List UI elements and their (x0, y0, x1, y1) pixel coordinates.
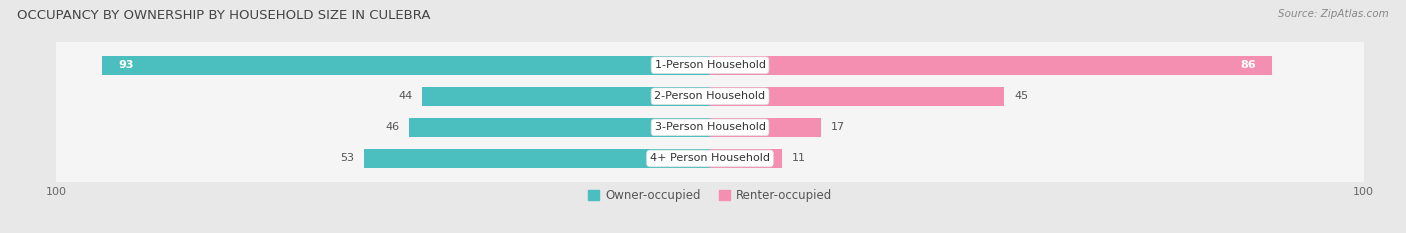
FancyBboxPatch shape (55, 69, 1367, 125)
Text: 11: 11 (792, 154, 806, 163)
Text: 17: 17 (831, 122, 845, 132)
Bar (710, 87, 1004, 106)
FancyBboxPatch shape (55, 130, 1365, 187)
Text: OCCUPANCY BY OWNERSHIP BY HOUSEHOLD SIZE IN CULEBRA: OCCUPANCY BY OWNERSHIP BY HOUSEHOLD SIZE… (17, 9, 430, 22)
Text: 3-Person Household: 3-Person Household (655, 122, 765, 132)
Text: 4+ Person Household: 4+ Person Household (650, 154, 770, 163)
FancyBboxPatch shape (55, 68, 1365, 125)
Text: 86: 86 (1240, 60, 1256, 70)
Text: 46: 46 (385, 122, 399, 132)
FancyBboxPatch shape (55, 100, 1367, 156)
Bar (710, 118, 821, 137)
Bar (422, 87, 710, 106)
Text: 1-Person Household: 1-Person Household (655, 60, 765, 70)
Bar (710, 149, 782, 168)
Bar (103, 56, 710, 75)
FancyBboxPatch shape (55, 99, 1365, 156)
Bar (364, 149, 710, 168)
Text: 2-Person Household: 2-Person Household (654, 91, 766, 101)
Bar (710, 56, 1272, 75)
Text: 53: 53 (340, 154, 354, 163)
Text: Source: ZipAtlas.com: Source: ZipAtlas.com (1278, 9, 1389, 19)
Text: 93: 93 (118, 60, 134, 70)
Text: 44: 44 (398, 91, 412, 101)
FancyBboxPatch shape (55, 38, 1367, 94)
FancyBboxPatch shape (55, 37, 1365, 93)
Bar (409, 118, 710, 137)
Legend: Owner-occupied, Renter-occupied: Owner-occupied, Renter-occupied (583, 184, 837, 207)
Text: 45: 45 (1014, 91, 1028, 101)
FancyBboxPatch shape (55, 131, 1367, 187)
